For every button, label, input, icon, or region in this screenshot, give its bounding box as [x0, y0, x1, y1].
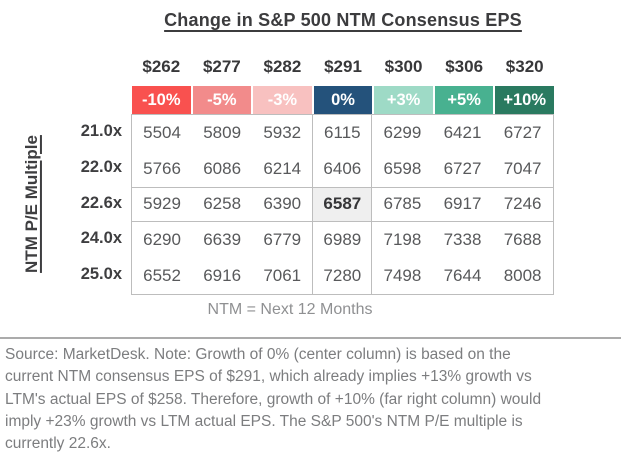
pe-multiple-column: 21.0x 22.0x 22.6x 24.0x 25.0x [48, 114, 122, 293]
pe-multiple-header: 21.0x [80, 122, 122, 140]
matrix-cell: 6989 [312, 222, 373, 259]
matrix-cell: 6639 [203, 230, 242, 250]
growth-header: +10% [495, 86, 554, 114]
matrix-cell: 7280 [312, 258, 373, 294]
y-axis-label: NTM P/E Multiple [22, 134, 42, 273]
matrix-cell: 5809 [203, 122, 242, 142]
pe-multiple-header: 22.6x [80, 193, 122, 212]
eps-level-header: $277 [202, 57, 241, 76]
pe-multiple-header: 22.0x [80, 157, 122, 176]
growth-header: -10% [132, 86, 191, 114]
eps-level-header: $320 [505, 57, 544, 76]
matrix-cell: 5504 [143, 122, 181, 142]
matrix-cell: 6916 [203, 266, 242, 286]
y-axis-label-wrap: NTM P/E Multiple [12, 114, 52, 293]
growth-header: -5% [192, 86, 252, 114]
eps-level-header: $306 [445, 57, 484, 76]
matrix-cell: 7498 [383, 266, 422, 286]
matrix-cell: 7688 [503, 230, 542, 250]
matrix-cell: 6115 [312, 115, 373, 151]
matrix-cell: 6727 [443, 158, 482, 178]
matrix-cell: 5932 [263, 122, 302, 142]
chart-caption: NTM = Next 12 Months [207, 301, 373, 318]
matrix-cell: 6421 [443, 122, 482, 142]
growth-header: +5% [434, 86, 494, 114]
eps-level-header: $291 [324, 57, 362, 76]
growth-header: +3% [374, 86, 433, 114]
matrix-cell: 6587 [312, 186, 373, 223]
matrix-cell: 5766 [143, 158, 181, 178]
matrix-cell: 6779 [263, 230, 302, 250]
matrix-cell: 6406 [312, 150, 373, 187]
matrix-cell: 6086 [203, 158, 242, 178]
chart-title: Change in S&P 500 NTM Consensus EPS [164, 10, 522, 30]
matrix-cell: 6390 [252, 186, 313, 223]
sensitivity-matrix: 5504 5809 5932 6115 6299 6421 6727 5766 6086 6214… [131, 114, 554, 295]
eps-level-header: $282 [263, 57, 302, 76]
growth-header: 0% [313, 86, 373, 114]
matrix-cell: 6785 [372, 186, 433, 223]
eps-level-header: $300 [384, 57, 423, 76]
matrix-cell: 7338 [443, 230, 482, 250]
pe-multiple-header: 24.0x [80, 229, 122, 248]
growth-header: -3% [253, 86, 312, 114]
eps-header-row: $262 $277 $282 $291 $300 $306 $320 [131, 54, 555, 80]
matrix-cell: 6214 [263, 158, 302, 178]
matrix-cell: 6727 [503, 122, 542, 142]
pe-multiple-header: 25.0x [80, 265, 122, 284]
matrix-cell: 7061 [263, 266, 302, 286]
matrix-cell: 6290 [143, 230, 181, 250]
matrix-cell: 5929 [132, 186, 193, 223]
matrix-cell: 7047 [503, 158, 542, 178]
eps-level-header: $262 [142, 57, 181, 76]
growth-header-row: -10% -5% -3% 0% +3% +5% +10% [131, 86, 555, 114]
matrix-cell: 6299 [383, 122, 422, 142]
matrix-cell: 6917 [432, 186, 493, 223]
matrix-cell: 6598 [383, 158, 422, 178]
matrix-cell: 7198 [383, 230, 422, 250]
source-note: Source: MarketDesk. Note: Growth of 0% (… [5, 346, 542, 453]
matrix-cell: 6552 [143, 266, 181, 286]
footer-divider [0, 337, 621, 339]
matrix-cell: 7246 [492, 186, 553, 223]
matrix-cell: 7644 [443, 266, 482, 286]
matrix-cell: 8008 [503, 266, 542, 286]
matrix-cell: 6258 [192, 186, 253, 223]
